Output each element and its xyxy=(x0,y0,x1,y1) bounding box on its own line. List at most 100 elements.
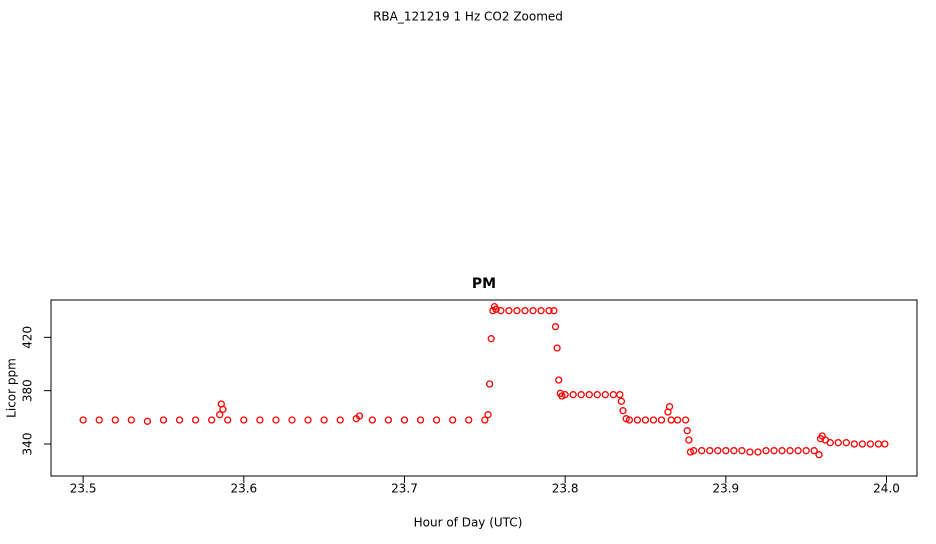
data-point xyxy=(722,447,730,455)
data-point xyxy=(842,439,850,447)
x-tick-label: 23.5 xyxy=(70,482,97,496)
data-point xyxy=(497,307,505,315)
data-point xyxy=(368,416,376,424)
data-point xyxy=(561,391,569,399)
data-point xyxy=(224,416,232,424)
data-point xyxy=(208,416,216,424)
data-point xyxy=(384,416,393,424)
data-point xyxy=(616,391,624,399)
data-point xyxy=(465,416,473,424)
data-point xyxy=(633,416,642,424)
data-point xyxy=(216,411,224,419)
data-point xyxy=(487,335,495,343)
x-tick-label: 23.8 xyxy=(552,482,579,496)
data-point xyxy=(730,447,738,455)
data-point xyxy=(288,416,296,424)
data-point xyxy=(521,307,529,315)
chart-title: PM xyxy=(472,276,496,292)
data-point xyxy=(681,416,690,424)
data-point xyxy=(513,307,521,315)
data-point xyxy=(585,391,593,399)
data-point xyxy=(690,447,698,455)
data-point xyxy=(593,391,601,399)
data-point xyxy=(617,397,626,405)
data-point xyxy=(770,447,778,455)
data-point xyxy=(256,416,264,424)
data-point xyxy=(625,416,634,424)
data-point xyxy=(111,416,119,424)
data-point xyxy=(858,440,867,448)
data-point xyxy=(802,447,810,455)
x-tick-label: 24.0 xyxy=(873,482,900,496)
data-point xyxy=(484,411,492,419)
data-point xyxy=(529,307,537,315)
data-point xyxy=(706,447,714,455)
data-point xyxy=(698,447,706,455)
data-point xyxy=(492,305,500,313)
data-point xyxy=(336,416,344,424)
x-tick-label: 23.9 xyxy=(712,482,739,496)
data-point xyxy=(746,448,754,456)
data-point xyxy=(175,416,184,424)
data-point xyxy=(432,416,441,424)
data-point xyxy=(609,391,617,399)
data-point xyxy=(685,436,693,444)
page-title: RBA_121219 1 Hz CO2 Zoomed xyxy=(373,10,563,24)
data-point xyxy=(272,416,280,424)
data-point xyxy=(657,416,666,424)
data-point xyxy=(550,307,558,315)
x-tick-label: 23.6 xyxy=(230,482,257,496)
data-point xyxy=(320,416,328,424)
y-axis-label: Licor ppm xyxy=(5,358,19,418)
data-point xyxy=(641,416,650,424)
data-point xyxy=(127,416,135,424)
data-point xyxy=(191,416,200,424)
data-point xyxy=(143,417,152,425)
data-point xyxy=(619,407,627,415)
data-point xyxy=(850,440,858,448)
data-point xyxy=(240,416,248,424)
data-point xyxy=(874,440,883,448)
data-point xyxy=(834,439,842,447)
data-point xyxy=(505,307,513,315)
data-point xyxy=(485,380,494,388)
data-point xyxy=(815,451,823,459)
data-point xyxy=(159,416,168,424)
data-point xyxy=(304,416,312,424)
data-point xyxy=(481,416,489,424)
data-point xyxy=(537,307,545,315)
y-tick-label: 420 xyxy=(21,326,35,349)
data-point xyxy=(714,447,722,455)
data-point xyxy=(762,447,770,455)
data-point xyxy=(794,447,802,455)
data-point xyxy=(665,403,674,411)
x-axis-label: Hour of Day (UTC) xyxy=(414,516,523,530)
data-point xyxy=(673,416,682,424)
data-point xyxy=(79,416,87,424)
data-point xyxy=(449,416,457,424)
data-point xyxy=(553,344,561,352)
data-point xyxy=(754,448,762,456)
data-point xyxy=(778,447,786,455)
data-point xyxy=(569,391,577,399)
y-tick-label: 380 xyxy=(21,379,35,402)
data-point xyxy=(649,416,658,424)
data-point xyxy=(738,447,746,455)
data-point xyxy=(355,412,364,420)
data-point xyxy=(219,405,227,413)
data-point xyxy=(577,391,585,399)
data-point xyxy=(683,427,691,435)
data-point xyxy=(881,440,889,448)
data-point xyxy=(810,447,818,455)
x-tick-label: 23.7 xyxy=(391,482,418,496)
data-point xyxy=(95,416,103,424)
data-point xyxy=(555,376,563,384)
data-point xyxy=(826,439,834,447)
data-point xyxy=(667,416,675,424)
data-point xyxy=(786,447,794,455)
data-point xyxy=(400,416,409,424)
data-point xyxy=(551,323,560,331)
data-point xyxy=(416,416,425,424)
data-point xyxy=(866,440,875,448)
